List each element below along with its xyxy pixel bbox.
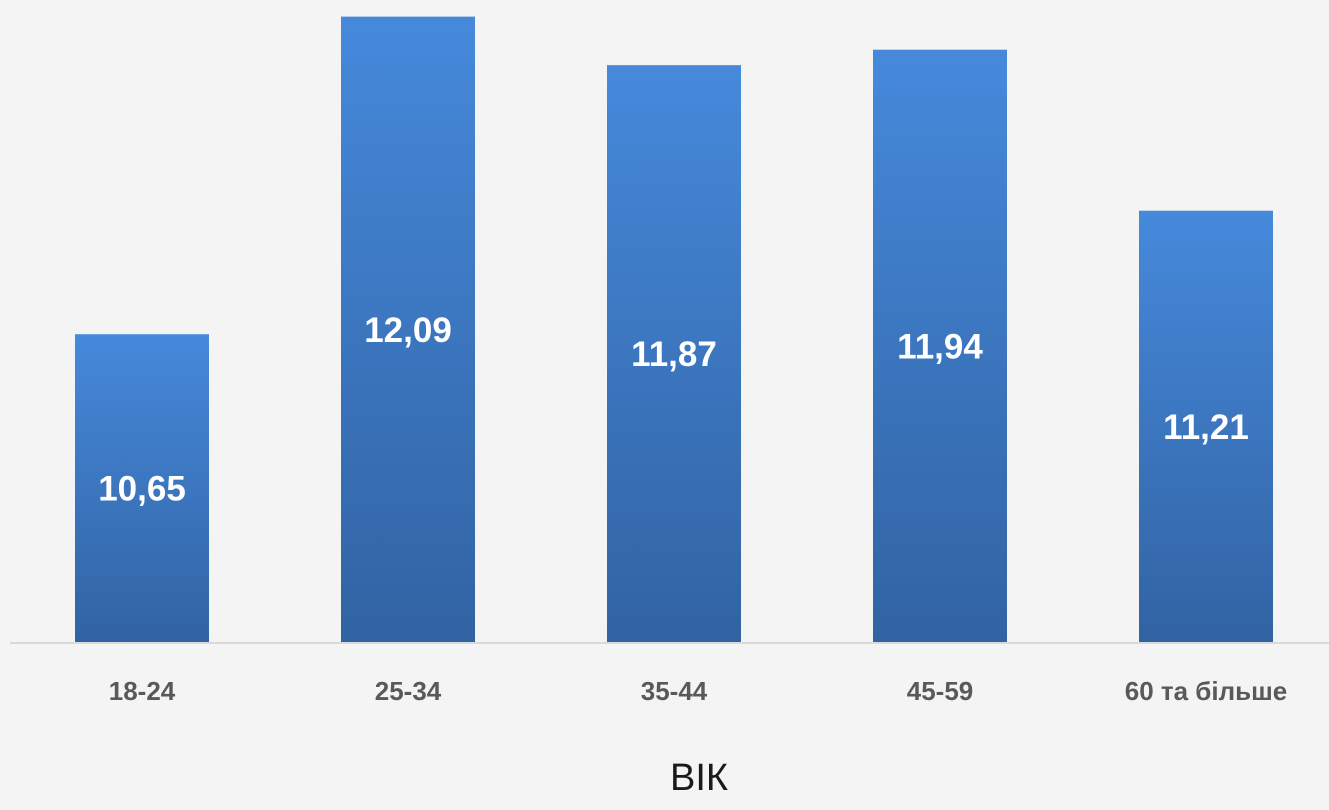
bar-value-label: 10,65 — [98, 470, 186, 509]
bar-45-59 — [873, 49, 1007, 644]
category-labels: 18-24 25-34 35-44 45-59 60 та більше — [109, 676, 1287, 706]
bar-value-label: 12,09 — [364, 311, 452, 350]
bar-18-24 — [75, 334, 209, 643]
x-tick-label: 25-34 — [375, 676, 442, 706]
bar-60-та-більше — [1139, 210, 1273, 643]
x-tick-label: 45-59 — [907, 676, 974, 706]
x-tick-label: 35-44 — [641, 676, 708, 706]
bar-25-34 — [341, 16, 475, 644]
x-tick-label: 18-24 — [109, 676, 176, 706]
bars-layer: 10,65 12,09 11,87 11,94 11,21 — [75, 16, 1273, 644]
bar-value-label: 11,87 — [631, 335, 717, 374]
x-tick-label: 60 та більше — [1125, 676, 1287, 706]
bar-value-label: 11,94 — [897, 327, 983, 366]
x-axis-title: ВІК — [670, 757, 728, 799]
bar-value-label: 11,21 — [1163, 408, 1249, 447]
bar-35-44 — [607, 65, 741, 643]
